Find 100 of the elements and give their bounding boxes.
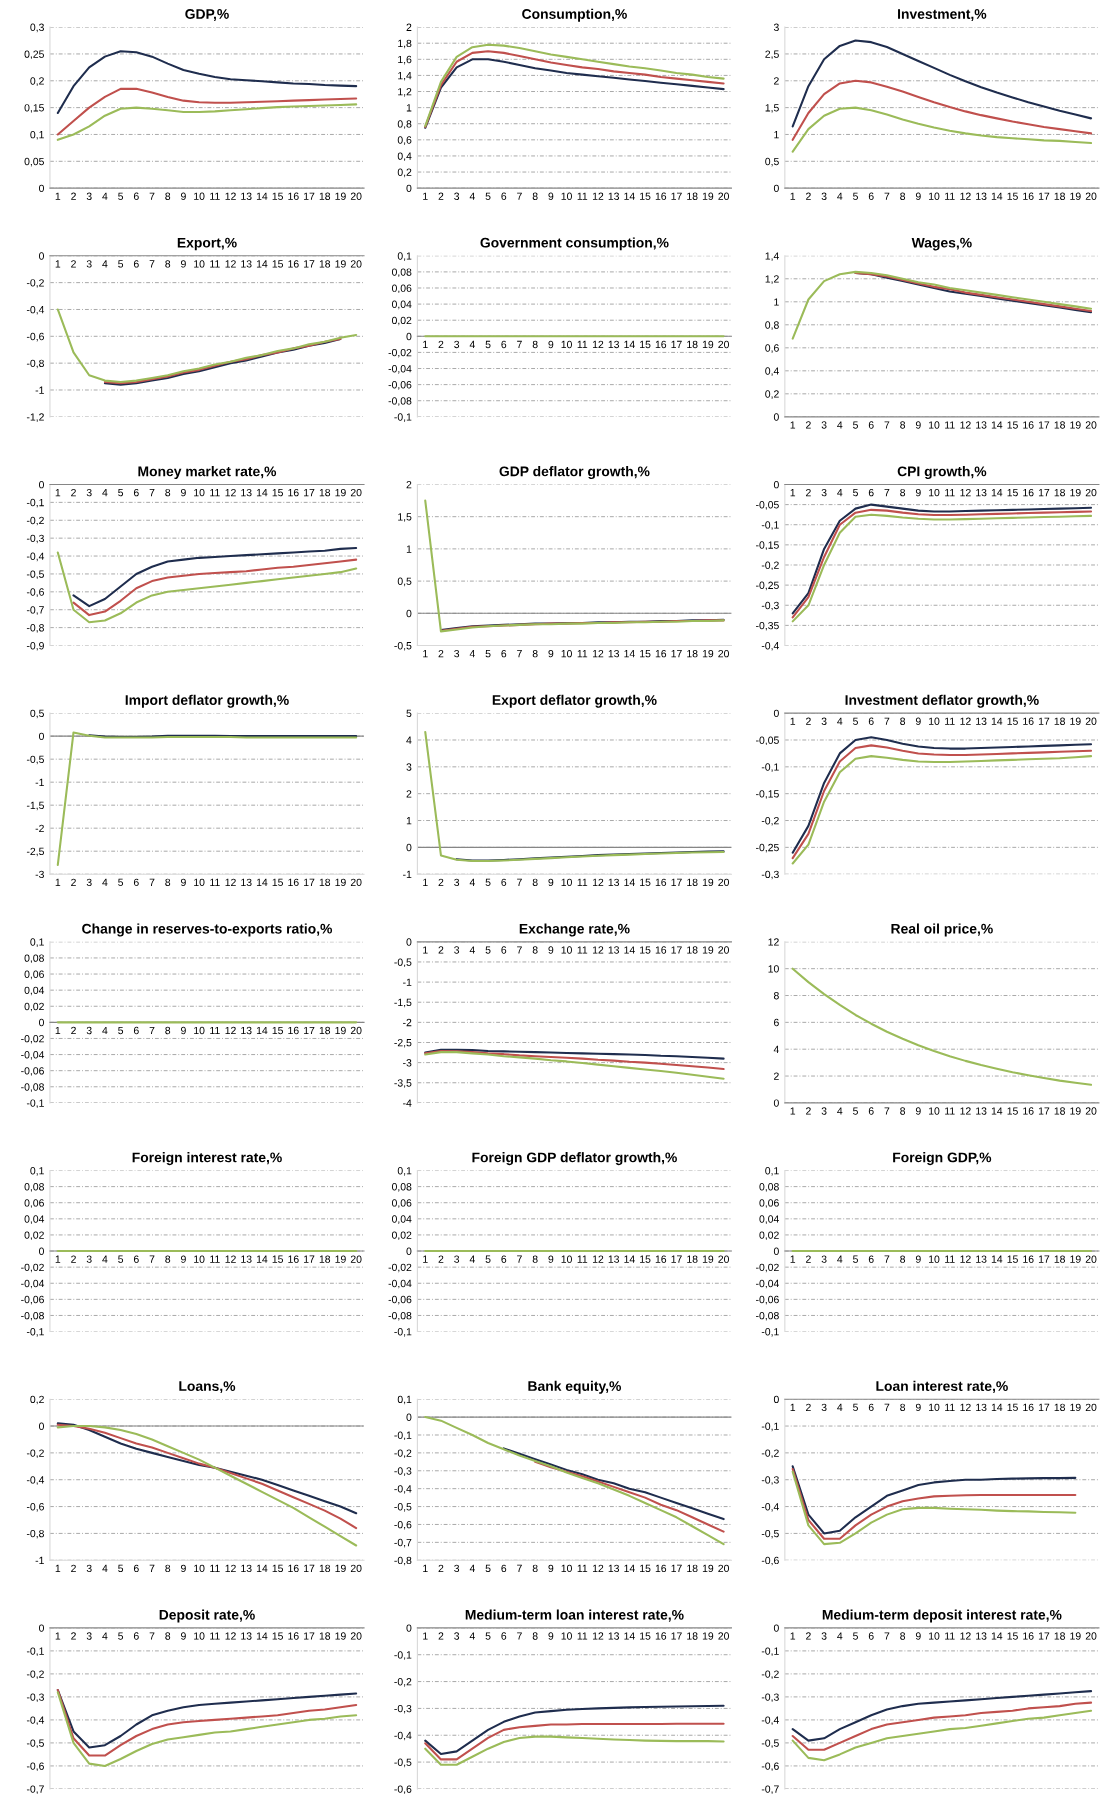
x-tick-label: 16: [655, 649, 667, 658]
x-tick-label: 6: [133, 488, 139, 497]
x-tick-label: 20: [350, 1026, 362, 1035]
x-tick-label: 3: [86, 260, 92, 268]
x-tick-label: 10: [929, 1107, 940, 1115]
x-tick-label: 10: [561, 1255, 572, 1263]
y-tick-label: -0,15: [756, 541, 779, 550]
x-tick-label: 15: [1007, 1107, 1018, 1115]
x-tick-label: 16: [655, 1632, 667, 1640]
x-tick-label: 11: [577, 340, 588, 349]
x-tick-label: 5: [485, 1255, 491, 1263]
x-tick-label: 2: [806, 717, 811, 725]
x-tick-label: 6: [133, 878, 139, 887]
line-series: [424, 1051, 725, 1080]
y-tick-label: 0: [39, 1422, 44, 1430]
x-tick-label: 15: [640, 650, 651, 658]
x-tick-label: 15: [1007, 489, 1018, 497]
x-tick-label: 3: [454, 192, 460, 200]
x-tick-label: 10: [194, 1026, 205, 1035]
x-tick-label: 15: [272, 878, 283, 887]
line-series: [56, 731, 358, 867]
x-tick-label: 15: [1007, 1255, 1018, 1263]
x-tick-label: 7: [149, 1026, 155, 1035]
x-tick-label: 17: [304, 1632, 315, 1640]
x-tick-label: 14: [991, 421, 1003, 429]
x-tick-label: 2: [71, 1026, 76, 1035]
x-tick-label: 4: [469, 878, 475, 886]
x-tick-label: 3: [821, 1632, 827, 1640]
x-tick-label: 14: [991, 1632, 1003, 1640]
x-tick-label: 14: [256, 489, 268, 497]
x-tick-label: 8: [900, 1255, 906, 1263]
y-tick-label: 0: [39, 184, 44, 193]
y-tick-label: -0,2: [761, 1449, 779, 1458]
x-tick-label: 19: [335, 1026, 346, 1035]
x-tick-label: 5: [853, 717, 858, 725]
x-tick-label: 19: [1070, 717, 1081, 725]
x-tick-label: 13: [608, 192, 620, 200]
x-tick-label: 12: [592, 340, 604, 349]
x-tick-label: 4: [102, 878, 108, 886]
x-tick-label: 20: [718, 340, 729, 349]
x-tick-label: 1: [55, 1564, 61, 1572]
y-tick-label: 0,04: [24, 986, 45, 996]
y-tick-label: -0,1: [761, 521, 779, 530]
x-tick-label: 2: [71, 260, 76, 268]
line-series: [424, 1735, 725, 1766]
x-tick-label: 15: [640, 878, 651, 887]
x-tick-label: 2: [806, 1403, 811, 1411]
y-tick-label: -4: [403, 1099, 412, 1107]
x-tick-label: 20: [1085, 1632, 1097, 1640]
x-tick-label: 3: [454, 878, 460, 887]
x-tick-label: 2: [71, 878, 76, 886]
line-series: [424, 1048, 725, 1060]
x-tick-label: 4: [837, 1403, 843, 1411]
y-tick-label: -1: [35, 778, 44, 786]
y-tick-label: -0,5: [394, 958, 412, 968]
x-tick-label: 11: [210, 878, 220, 886]
y-tick-label: -0,08: [21, 1083, 44, 1092]
x-tick-label: 3: [821, 1107, 827, 1115]
y-tick-label: -0,3: [761, 1476, 779, 1485]
x-tick-label: 4: [837, 489, 843, 497]
x-tick-label: 16: [655, 878, 667, 887]
x-tick-label: 11: [945, 1632, 955, 1640]
x-tick-label: 8: [900, 717, 906, 725]
chart-title: Bank equity,%: [528, 1380, 622, 1394]
x-tick-label: 18: [687, 340, 698, 349]
y-tick-label: 0,1: [30, 938, 44, 947]
y-tick-label: 0,4: [765, 367, 779, 376]
y-tick-label: 0,3: [30, 23, 44, 33]
chart-title: Loans,%: [179, 1381, 236, 1394]
x-tick-label: 4: [102, 489, 108, 497]
x-tick-label: 13: [241, 260, 252, 268]
x-tick-label: 17: [1038, 1632, 1050, 1640]
x-tick-label: 4: [837, 421, 843, 429]
y-tick-label: 0: [39, 1018, 44, 1027]
x-tick-label: 5: [853, 489, 858, 497]
x-tick-label: 14: [991, 1403, 1003, 1411]
x-tick-label: 15: [640, 192, 651, 200]
x-tick-label: 3: [821, 717, 827, 725]
x-tick-label: 6: [133, 260, 139, 268]
x-tick-label: 6: [501, 340, 507, 349]
x-tick-label: 7: [517, 650, 522, 658]
x-tick-label: 8: [165, 1026, 171, 1035]
x-tick-label: 6: [501, 1564, 507, 1573]
y-tick-label: 0,1: [397, 1395, 412, 1405]
x-tick-label: 8: [900, 1107, 906, 1115]
y-tick-label: -0,6: [26, 588, 44, 597]
x-tick-label: 3: [86, 488, 92, 497]
x-tick-label: 15: [640, 340, 651, 349]
y-tick-label: -1: [403, 978, 412, 986]
line-series: [56, 1425, 358, 1547]
x-tick-label: 7: [149, 192, 155, 200]
x-tick-label: 20: [718, 649, 729, 658]
y-tick-label: -3: [35, 870, 44, 879]
y-tick-label: 1,4: [398, 72, 412, 81]
y-tick-label: 0,06: [24, 1199, 44, 1208]
y-tick-label: 2: [406, 790, 412, 798]
y-tick-label: 0: [773, 1395, 779, 1404]
x-tick-label: 12: [225, 878, 236, 886]
chart-title: Foreign GDP deflator growth,%: [472, 1152, 677, 1166]
x-tick-label: 9: [548, 340, 554, 349]
